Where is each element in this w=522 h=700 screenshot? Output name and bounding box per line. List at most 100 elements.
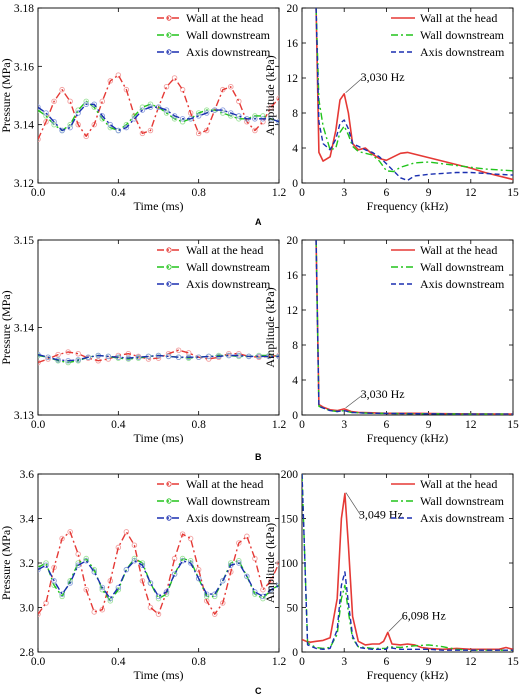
legend-label: Wall downstream bbox=[420, 28, 505, 42]
series-point bbox=[236, 98, 242, 105]
x-tick-label: 12 bbox=[465, 187, 477, 199]
y-tick-label: 3.18 bbox=[14, 3, 34, 15]
series-point bbox=[115, 72, 122, 78]
annotation-label: 3,030 Hz bbox=[361, 387, 405, 401]
series-point bbox=[139, 130, 146, 137]
x-tick-label: 6 bbox=[384, 656, 390, 668]
legend-label: Axis downstream bbox=[186, 511, 271, 525]
series-point bbox=[236, 560, 242, 566]
series-point bbox=[155, 593, 162, 600]
series-point bbox=[195, 113, 202, 119]
legend-marker bbox=[166, 515, 172, 521]
series-line bbox=[302, 474, 513, 651]
x-tick-label: 0.8 bbox=[191, 419, 206, 431]
legend-marker bbox=[166, 481, 172, 487]
series-point bbox=[107, 598, 114, 604]
series-line bbox=[302, 492, 513, 651]
series-layer bbox=[38, 72, 279, 142]
x-tick-label: 3 bbox=[341, 419, 347, 431]
y-tick-label: 150 bbox=[281, 514, 299, 526]
series-point bbox=[147, 604, 154, 611]
legend-label: Wall downstream bbox=[420, 494, 505, 508]
series-point bbox=[195, 354, 202, 361]
series-point bbox=[268, 586, 274, 593]
series-point bbox=[276, 582, 279, 588]
series-point bbox=[131, 542, 138, 548]
y-tick-label: 4 bbox=[292, 375, 298, 387]
x-axis-label: Time (ms) bbox=[134, 199, 184, 213]
x-tick-label: 6 bbox=[384, 187, 390, 199]
series-point bbox=[135, 354, 142, 361]
series-point bbox=[38, 136, 41, 142]
legend-label: Wall at the head bbox=[420, 243, 497, 257]
series-point bbox=[276, 95, 279, 102]
y-tick-label: 2.8 bbox=[20, 647, 35, 659]
series-point bbox=[252, 127, 258, 134]
panel-label-a: A bbox=[255, 217, 262, 227]
y-tick-label: 0 bbox=[292, 647, 298, 659]
series-point bbox=[38, 564, 41, 571]
legend-marker bbox=[166, 49, 172, 55]
series-point bbox=[268, 116, 274, 122]
series-point bbox=[228, 83, 234, 90]
y-axis-label: Pressure (MPa) bbox=[0, 58, 13, 132]
annotation-leader bbox=[345, 492, 362, 516]
y-tick-label: 3.12 bbox=[14, 178, 34, 190]
series-point bbox=[59, 591, 65, 597]
y-tick-label: 3.14 bbox=[14, 323, 34, 335]
x-tick-label: 15 bbox=[507, 419, 519, 431]
y-axis-label: Pressure (MPa) bbox=[0, 290, 13, 364]
legend-label: Wall at the head bbox=[186, 477, 263, 491]
series-point bbox=[99, 98, 106, 105]
legend-marker bbox=[166, 247, 172, 253]
series-line bbox=[38, 353, 279, 362]
series-point bbox=[131, 555, 138, 562]
series-point bbox=[220, 578, 226, 584]
x-tick-label: 0.4 bbox=[111, 187, 126, 199]
series-point bbox=[203, 127, 210, 134]
series-point bbox=[179, 531, 186, 537]
series-point bbox=[211, 591, 218, 597]
chart-C-time: 0.0 0.4 0.8 1.2 2.8 3.0 3.2 3.4 3.6 Time (ms) Pres… bbox=[0, 469, 286, 682]
series-point bbox=[187, 560, 194, 566]
x-tick-label: 12 bbox=[465, 419, 477, 431]
series-point bbox=[179, 86, 186, 93]
series-point bbox=[147, 104, 154, 110]
x-axis-label: Time (ms) bbox=[134, 431, 184, 445]
y-tick-label: 16 bbox=[287, 38, 299, 50]
series-point bbox=[38, 359, 41, 366]
series-point bbox=[43, 560, 49, 566]
legend-label: Wall at the head bbox=[186, 11, 263, 25]
annotation-label: 3,030 Hz bbox=[361, 70, 405, 84]
series-point bbox=[244, 573, 250, 580]
panel-label-c: C bbox=[255, 686, 262, 696]
series-point bbox=[38, 566, 41, 573]
y-tick-label: 12 bbox=[287, 73, 299, 85]
series-line bbox=[38, 560, 279, 600]
x-axis-label: Frequency (kHz) bbox=[367, 431, 449, 445]
x-tick-label: 0 bbox=[299, 656, 305, 668]
series-point bbox=[276, 119, 279, 125]
series-point bbox=[203, 591, 210, 597]
series-point bbox=[171, 113, 178, 119]
series-line bbox=[315, 8, 513, 181]
series-point bbox=[123, 566, 130, 573]
series-point bbox=[67, 98, 73, 105]
y-tick-label: 100 bbox=[281, 558, 299, 570]
chart-B-time: 0.0 0.4 0.8 1.2 3.13 3.14 3.15 Time (ms) Pressur… bbox=[0, 235, 286, 445]
series-point bbox=[75, 351, 81, 357]
series-point bbox=[131, 558, 138, 564]
series-point bbox=[165, 353, 172, 360]
legend-label: Wall downstream bbox=[420, 260, 505, 274]
series-point bbox=[195, 130, 202, 137]
chart-B-freq: 0 3 6 9 12 15 0 4 8 12 16 20 Frequency (kHz) Amplitud… bbox=[263, 235, 519, 445]
y-tick-label: 50 bbox=[287, 603, 299, 615]
legend-label: Axis downstream bbox=[186, 45, 271, 59]
y-tick-label: 3.14 bbox=[14, 120, 34, 132]
series-point bbox=[43, 110, 49, 116]
series-point bbox=[175, 347, 182, 354]
series-point bbox=[43, 118, 49, 125]
y-tick-label: 3.0 bbox=[20, 603, 35, 615]
x-tick-label: 15 bbox=[507, 656, 519, 668]
